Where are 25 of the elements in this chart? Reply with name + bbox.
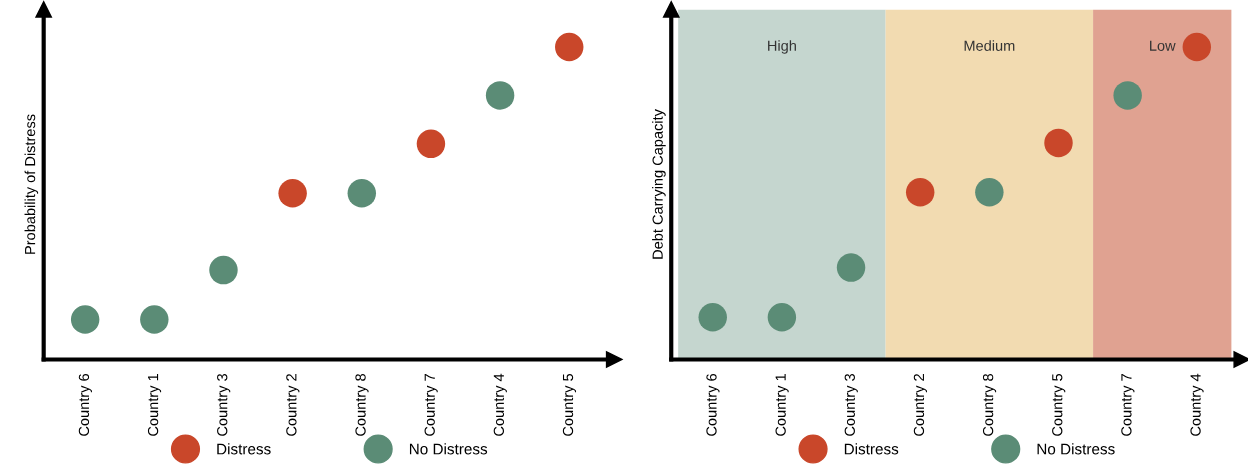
x-tick-label: Country 8 bbox=[982, 374, 997, 436]
band-label: Low bbox=[1150, 40, 1176, 51]
legend-label: Distress bbox=[844, 443, 899, 455]
x-tick-label: Country 6 bbox=[78, 374, 92, 436]
x-tick-label: Country 1 bbox=[775, 374, 789, 436]
x-tick-label: Country 4 bbox=[1190, 373, 1204, 436]
x-tick-label: Country 3 bbox=[844, 374, 858, 436]
x-tick-label: Country 5 bbox=[1052, 373, 1066, 436]
x-tick-label: Country 7 bbox=[1121, 374, 1135, 436]
x-tick-label: Country 2 bbox=[286, 374, 300, 436]
x-tick-label: Country 1 bbox=[147, 374, 162, 436]
x-tick-label: Country 7 bbox=[424, 374, 438, 436]
legend-label: No Distress bbox=[1037, 443, 1115, 455]
legend-label: Distress bbox=[217, 443, 271, 455]
x-tick-label: Country 4 bbox=[493, 373, 507, 436]
legend-label: No Distress bbox=[409, 443, 488, 455]
x-tick-label: Country 8 bbox=[355, 374, 369, 436]
y-axis-title: Debt Carrying Capacity bbox=[652, 109, 666, 259]
x-tick-label: Country 6 bbox=[706, 374, 720, 436]
x-tick-label: Country 2 bbox=[913, 374, 927, 436]
x-tick-label: Country 3 bbox=[217, 374, 231, 436]
x-tick-label: Country 5 bbox=[562, 373, 577, 436]
band-label: High bbox=[768, 40, 796, 54]
band-label: Medium bbox=[964, 40, 1015, 51]
y-axis-title: Probability of Distress bbox=[24, 114, 39, 254]
